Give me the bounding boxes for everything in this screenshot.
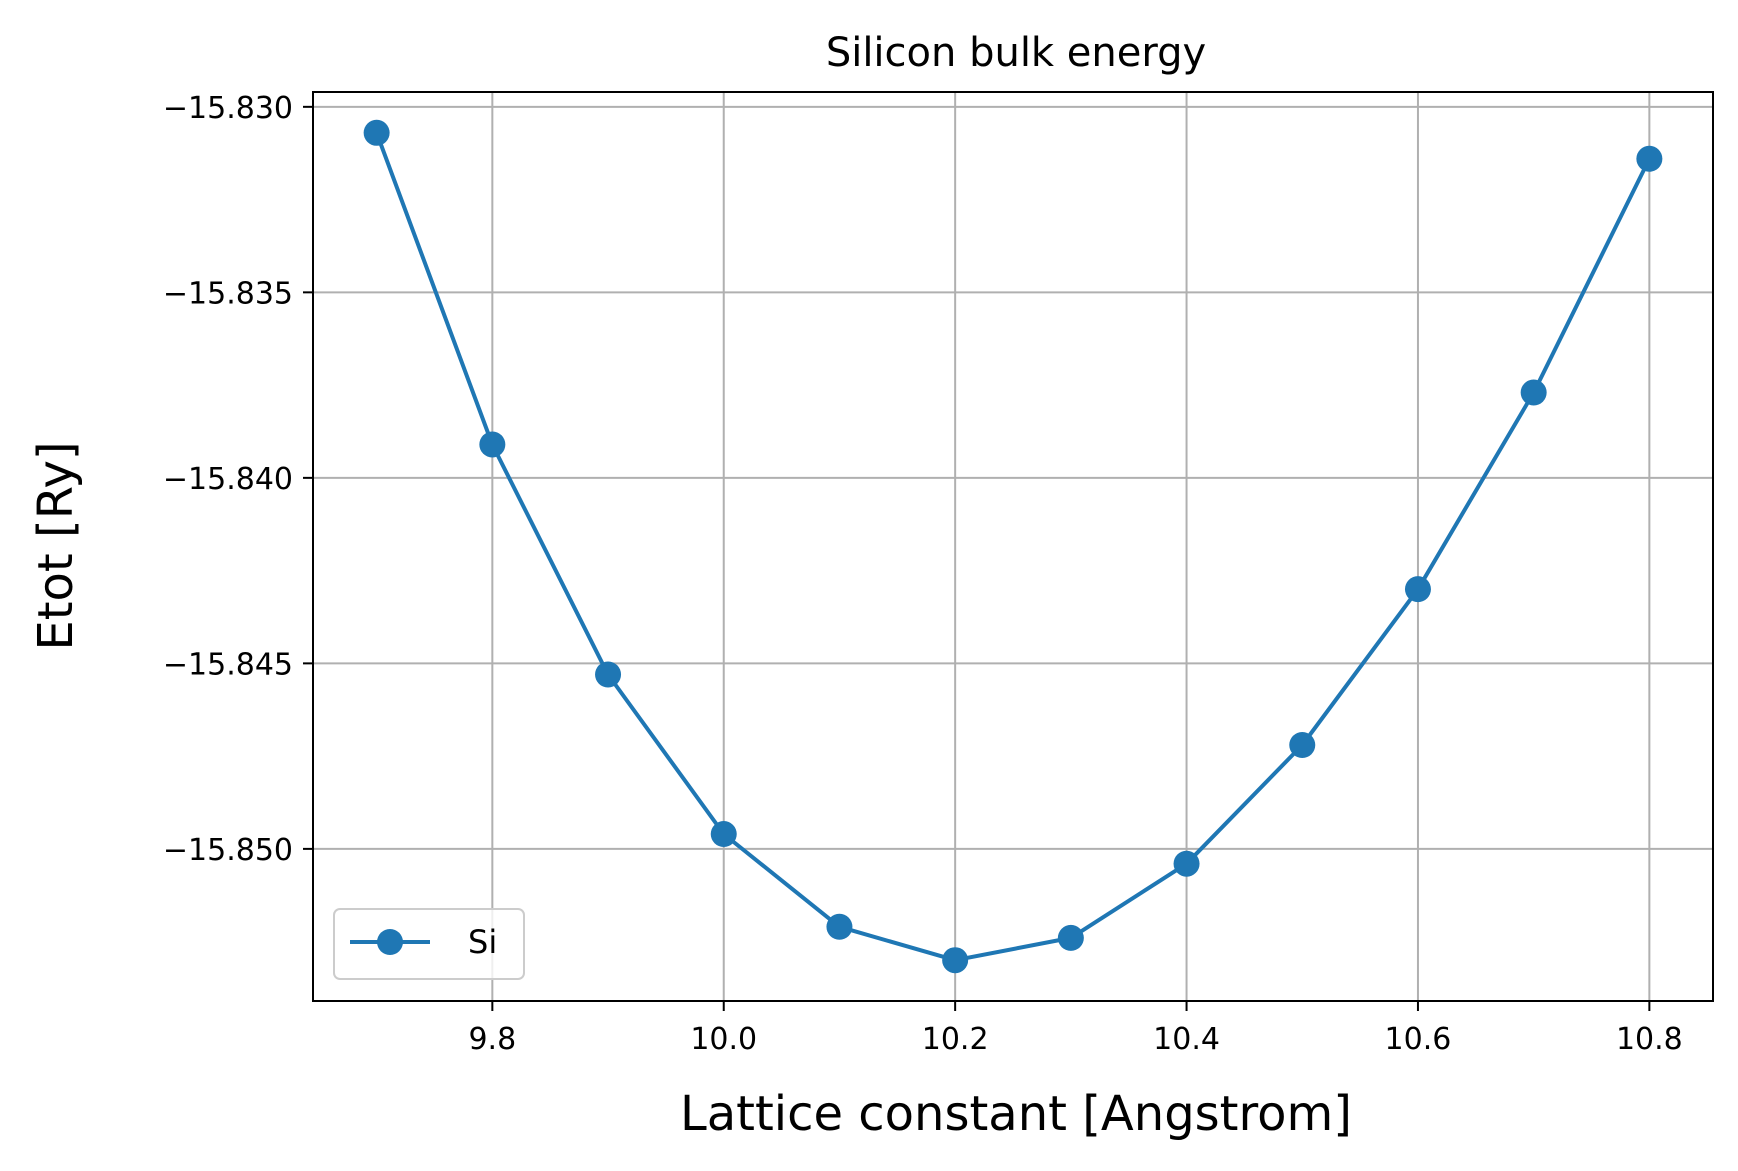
series-line-layer xyxy=(374,132,1652,963)
series-markers xyxy=(363,119,1663,974)
x-tick-label: 10.6 xyxy=(1385,1022,1452,1057)
data-point xyxy=(1636,145,1663,172)
x-tick-label: 10.0 xyxy=(690,1022,757,1057)
x-tick-label: 10.8 xyxy=(1616,1022,1683,1057)
x-tick-label: 10.2 xyxy=(922,1022,989,1057)
x-tick-label: 10.4 xyxy=(1153,1022,1220,1057)
legend: Si xyxy=(333,908,525,980)
data-point xyxy=(942,947,969,974)
y-axis-label: Etot [Ry] xyxy=(28,441,84,650)
data-point xyxy=(1404,576,1431,603)
data-point xyxy=(710,821,737,848)
data-point xyxy=(826,913,853,940)
data-point xyxy=(1057,924,1084,951)
legend-label-si: Si xyxy=(468,923,497,961)
x-axis-ticks: 9.8 10.0 10.2 10.4 10.6 10.8 xyxy=(468,1001,1683,1057)
series-line-si xyxy=(374,132,1652,963)
plot-frame xyxy=(312,91,1714,1002)
grid xyxy=(313,92,1713,1001)
legend-marker-sample xyxy=(377,929,403,955)
x-axis-label: Lattice constant [Angstrom] xyxy=(680,1086,1352,1142)
y-tick-label: −15.830 xyxy=(163,91,293,126)
data-point xyxy=(363,119,390,146)
y-tick-label: −15.835 xyxy=(163,276,293,311)
data-point xyxy=(479,431,506,458)
x-tick-label: 9.8 xyxy=(468,1022,516,1057)
y-axis-ticks: −15.830 −15.835 −15.840 −15.845 −15.850 xyxy=(163,91,313,868)
y-tick-label: −15.840 xyxy=(163,462,293,497)
data-point xyxy=(1289,731,1316,758)
data-point xyxy=(1173,850,1200,877)
data-point xyxy=(595,661,622,688)
y-tick-label: −15.845 xyxy=(163,647,293,682)
data-point xyxy=(1520,379,1547,406)
chart-title: Silicon bulk energy xyxy=(826,30,1206,76)
y-tick-label: −15.850 xyxy=(163,833,293,868)
